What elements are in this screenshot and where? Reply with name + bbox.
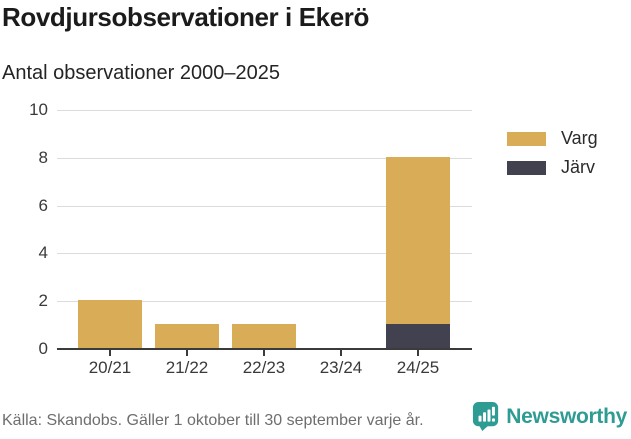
legend-label-jarv: Järv — [561, 157, 596, 177]
x-axis-label-20/21: 20/21 — [88, 358, 132, 377]
y-axis-label-0: 0 — [38, 339, 48, 358]
legend-item-jarv: Järv — [507, 157, 598, 177]
x-axis-label-24/25: 24/25 — [396, 358, 440, 377]
x-axis-label-22/23: 22/23 — [242, 358, 286, 377]
newsworthy-logo: Newsworthy — [472, 401, 627, 432]
bar-segment-varg-21/22 — [155, 324, 219, 348]
legend-item-varg: Varg — [507, 128, 598, 148]
x-axis-line — [57, 348, 472, 350]
x-axis-label-23/24: 23/24 — [319, 358, 363, 377]
gridline-4 — [57, 253, 472, 255]
y-axis-label-2: 2 — [38, 291, 48, 311]
bar-segment-varg-22/23 — [232, 324, 296, 348]
newsworthy-bubble-chart-icon — [473, 402, 499, 431]
x-axis-tick-20/21 — [109, 350, 111, 356]
source-note: Källa: Skandobs. Gäller 1 oktober till 3… — [2, 412, 424, 429]
gridline-2 — [57, 301, 472, 303]
legend-label-varg: Varg — [561, 128, 598, 148]
newsworthy-wordmark: Newsworthy — [506, 404, 627, 428]
x-axis-label-21/22: 21/22 — [165, 358, 209, 377]
bar-segment-varg-24/25 — [386, 156, 450, 325]
chart-title: Rovdjursobservationer i Ekerö — [2, 2, 369, 32]
y-axis-label-8: 8 — [38, 147, 48, 167]
x-axis-tick-22/23 — [263, 350, 265, 356]
x-axis-tick-24/25 — [417, 350, 419, 356]
y-axis-label-10: 10 — [29, 100, 48, 119]
bar-segment-järv-24/25 — [386, 324, 450, 348]
y-axis-label-4: 4 — [38, 243, 48, 263]
gridline-6 — [57, 205, 472, 207]
chart-subtitle: Antal observationer 2000–2025 — [2, 62, 280, 84]
gridline-10 — [57, 110, 472, 111]
legend-swatch-jarv — [507, 160, 546, 175]
bar-segment-varg-20/21 — [78, 300, 142, 348]
gridline-8 — [57, 157, 472, 159]
y-axis-label-6: 6 — [38, 195, 48, 215]
x-axis-tick-21/22 — [186, 350, 188, 356]
legend: Varg Järv — [507, 128, 598, 188]
legend-swatch-varg — [507, 131, 546, 146]
x-axis-tick-23/24 — [340, 350, 342, 356]
